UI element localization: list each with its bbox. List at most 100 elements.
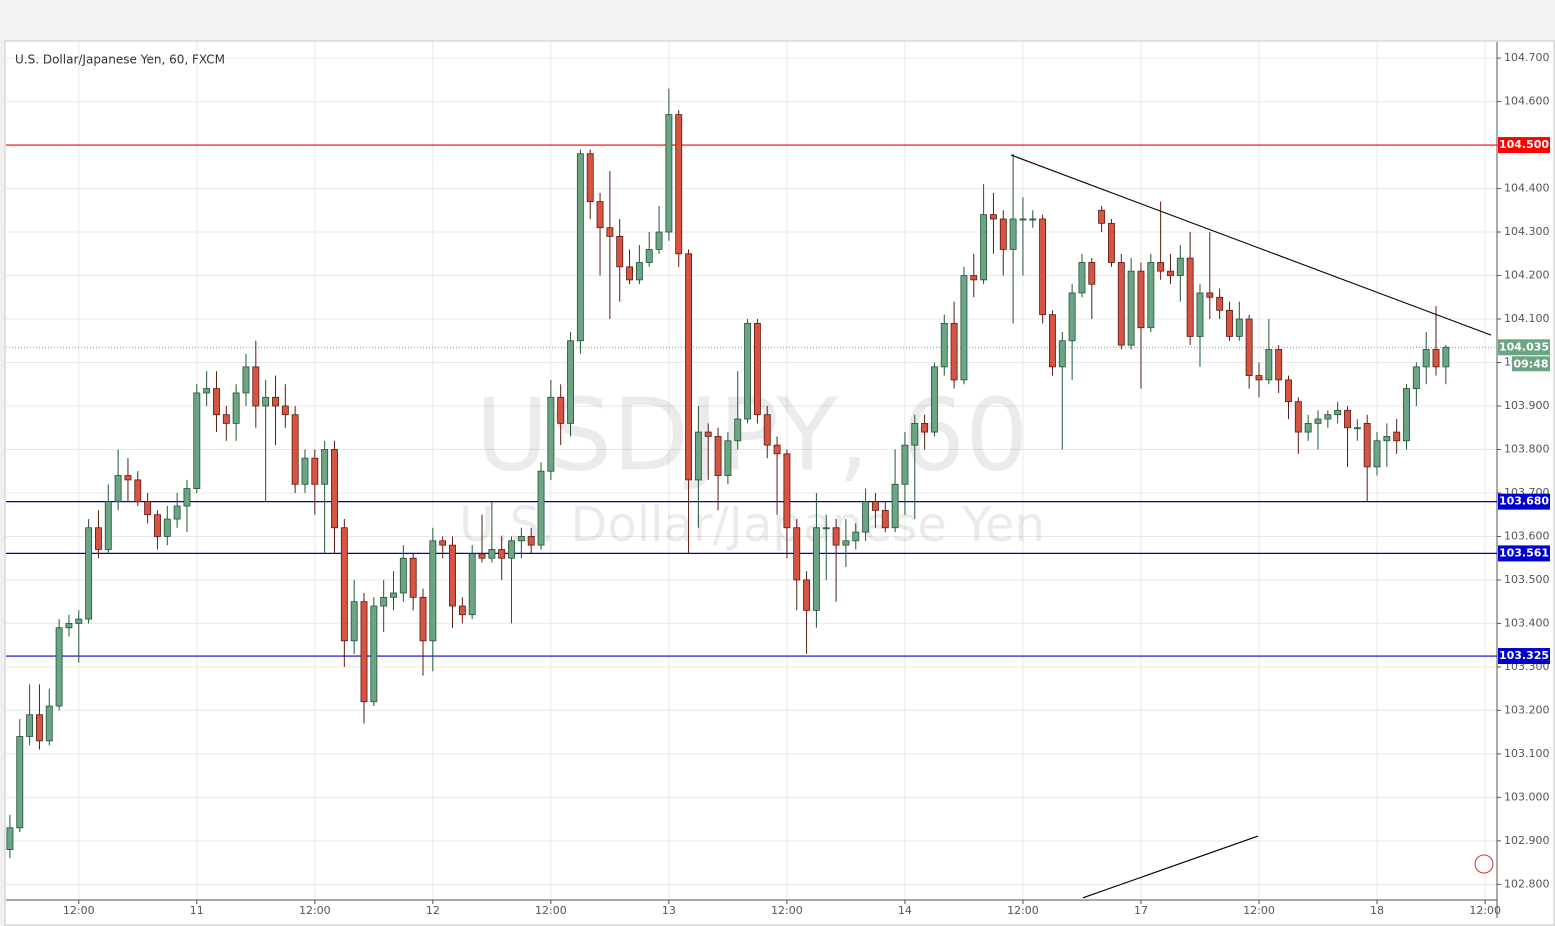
candle-body bbox=[921, 422, 929, 433]
candle-body bbox=[1344, 409, 1351, 429]
candle-body bbox=[321, 449, 329, 485]
candle-body bbox=[468, 553, 476, 616]
y-tick-label: 104.600 bbox=[1504, 95, 1550, 108]
candle-body bbox=[26, 714, 34, 737]
y-tick-label: 104.200 bbox=[1504, 269, 1550, 282]
candle-body bbox=[154, 514, 161, 537]
candle-body bbox=[1275, 349, 1283, 381]
x-tick-label: 12:00 bbox=[1469, 904, 1501, 917]
watermark-subtitle: U.S. Dollar/Japanese Yen bbox=[459, 497, 1045, 553]
candle-body bbox=[104, 501, 112, 550]
candle-body bbox=[842, 540, 850, 546]
x-tick-label: 12:00 bbox=[535, 904, 567, 917]
candle-body bbox=[1137, 270, 1145, 329]
candle-body bbox=[1442, 346, 1450, 368]
candle-body bbox=[891, 483, 899, 529]
level-label: 103.561 bbox=[1499, 546, 1549, 559]
top-bar bbox=[0, 0, 1555, 40]
event-icon[interactable] bbox=[1474, 854, 1494, 874]
y-tick-label: 102.800 bbox=[1504, 877, 1550, 890]
level-label: 103.680 bbox=[1499, 495, 1549, 508]
candle-body bbox=[557, 396, 565, 424]
candle-body bbox=[478, 553, 486, 559]
candle-body bbox=[1383, 436, 1391, 442]
y-tick-label: 104.300 bbox=[1504, 225, 1550, 238]
candle-body bbox=[714, 436, 722, 476]
candle-body bbox=[35, 714, 43, 742]
candle-body bbox=[1265, 349, 1273, 381]
candle-body bbox=[419, 596, 427, 642]
candle-body bbox=[213, 388, 220, 416]
candle-body bbox=[724, 440, 732, 476]
candle-body bbox=[812, 527, 820, 611]
x-tick-label: 12:00 bbox=[63, 904, 95, 917]
candle-body bbox=[370, 605, 378, 703]
candle-body bbox=[380, 596, 388, 607]
candle-body bbox=[881, 509, 889, 529]
candle-body bbox=[458, 605, 466, 616]
candle-body bbox=[1412, 366, 1420, 389]
candle-body bbox=[665, 114, 673, 233]
candle-body bbox=[124, 475, 132, 481]
candle-body bbox=[1353, 427, 1361, 430]
candle-body bbox=[498, 549, 506, 559]
candle-body bbox=[567, 340, 574, 424]
candle-body bbox=[1019, 218, 1027, 221]
candle-body bbox=[222, 414, 230, 424]
candle-body bbox=[1098, 209, 1106, 224]
candle-body bbox=[852, 531, 860, 542]
candle-body bbox=[16, 736, 24, 829]
candle-body bbox=[626, 266, 633, 281]
level-label: 104.500 bbox=[1499, 138, 1549, 151]
y-tick-label: 103.200 bbox=[1504, 703, 1550, 716]
candle-body bbox=[675, 114, 683, 255]
candle-body bbox=[1245, 318, 1253, 376]
candle-body bbox=[55, 627, 63, 707]
candle-body bbox=[390, 592, 397, 598]
candle-body bbox=[1432, 349, 1440, 368]
candle-body bbox=[252, 366, 260, 407]
candle-body bbox=[537, 470, 545, 546]
candle-body bbox=[6, 827, 14, 850]
candle-body bbox=[1304, 422, 1312, 433]
candle-body bbox=[1314, 418, 1322, 424]
candle-body bbox=[832, 527, 840, 546]
candle-body bbox=[1216, 296, 1224, 311]
trend-line bbox=[1082, 835, 1259, 899]
candle-body bbox=[1373, 440, 1381, 468]
candle-body bbox=[1029, 218, 1037, 221]
candle-body bbox=[291, 414, 299, 485]
candle-body bbox=[1117, 262, 1125, 346]
candle-body bbox=[1039, 218, 1047, 316]
candle-body bbox=[429, 540, 437, 642]
candle-body bbox=[970, 275, 978, 281]
candle-body bbox=[144, 501, 152, 516]
candle-body bbox=[301, 457, 309, 485]
candle-body bbox=[1403, 388, 1410, 442]
candle-body bbox=[114, 475, 122, 503]
candle-body bbox=[734, 418, 742, 442]
level-label-box bbox=[1498, 545, 1550, 562]
candle-body bbox=[1078, 262, 1086, 294]
candle-body bbox=[773, 444, 781, 455]
x-tick-label: 17 bbox=[1134, 904, 1148, 917]
candle-body bbox=[862, 501, 870, 533]
candle-body bbox=[183, 488, 191, 507]
candle-body bbox=[793, 527, 801, 581]
candle-body bbox=[803, 579, 811, 611]
candle-body bbox=[1147, 262, 1155, 329]
x-tick-label: 12:00 bbox=[771, 904, 803, 917]
candle-body bbox=[763, 414, 771, 446]
candle-body bbox=[1294, 401, 1302, 433]
candle-body bbox=[1167, 270, 1174, 276]
candle-body bbox=[1206, 292, 1214, 298]
candle-body bbox=[134, 479, 142, 503]
x-tick-label: 12 bbox=[426, 904, 440, 917]
candle-body bbox=[606, 227, 614, 237]
candle-body bbox=[1196, 292, 1204, 337]
candle-body bbox=[65, 623, 73, 629]
candle-body bbox=[960, 275, 968, 381]
x-tick-label: 14 bbox=[898, 904, 912, 917]
candle-body bbox=[586, 153, 594, 202]
candle-body bbox=[1422, 349, 1430, 368]
